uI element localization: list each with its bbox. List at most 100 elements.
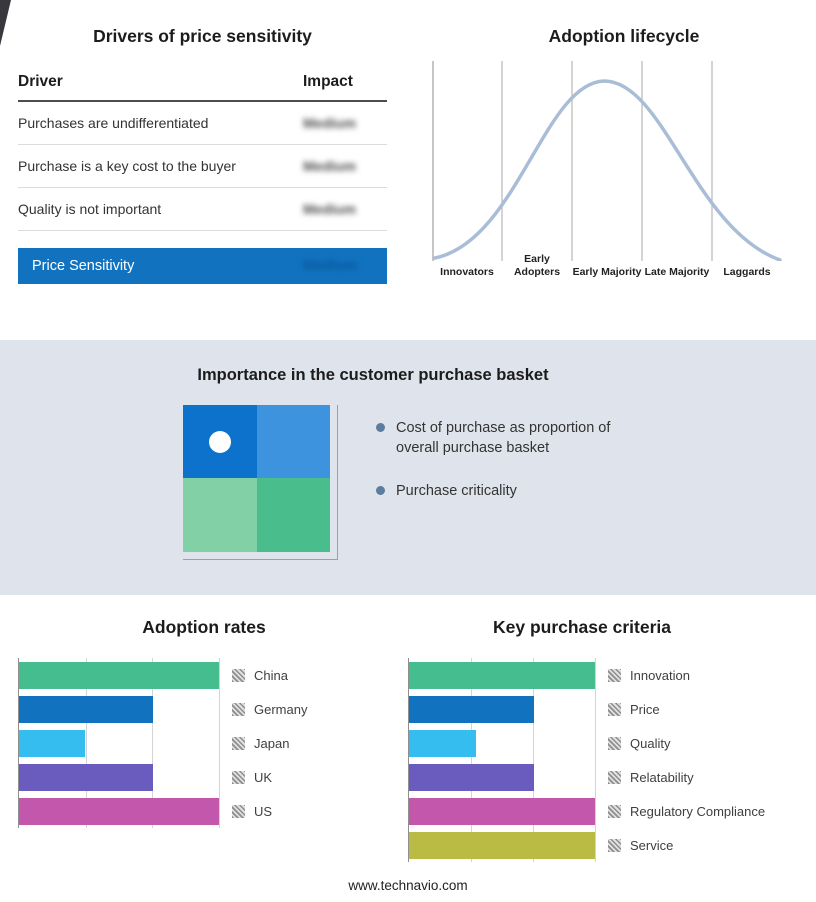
legend-swatch-icon [608,770,621,784]
bar-row [409,760,595,794]
key-purchase-criteria-legend: Innovation Price Quality Relatability [608,658,765,862]
price-sensitivity-label: Price Sensitivity [32,258,135,274]
bar-row [409,794,595,828]
stage-label: Early Adopters [513,253,561,279]
bar-relatability [409,763,534,791]
legend-label: Japan [254,735,290,751]
bar-row [409,692,595,726]
bar-germany [19,695,153,723]
bar-japan [19,729,85,757]
website-url: www.technavio.com [348,878,468,893]
top-section: Drivers of price sensitivity Driver Impa… [0,0,816,340]
driver-row: Purchase is a key cost to the buyer Medi… [18,145,387,188]
legend-swatch-icon [232,702,245,716]
legend-swatch-icon [608,702,621,716]
price-sensitivity-summary-bar: Price Sensitivity Medium [18,248,387,284]
impact-cell-redacted: Medium [303,201,356,217]
bullet-text: Cost of purchase as proportion of overal… [396,420,611,456]
legend-label: Innovation [630,667,690,683]
key-purchase-criteria-chart: Innovation Price Quality Relatability [408,658,816,862]
key-purchase-criteria-title: Key purchase criteria [492,617,671,637]
legend-label: UK [254,769,273,785]
impact-cell-redacted: Medium [303,158,356,174]
legend-item: Price [608,692,765,726]
driver-row: Purchases are undifferentiated Medium [18,102,387,145]
legend-label: Service [630,837,674,853]
legend-item: Quality [608,726,765,760]
stage-label: Late Majority [644,266,710,279]
bar-row [19,760,219,794]
legend-label: Quality [630,735,671,751]
bar-row [19,658,219,692]
bar-uk [19,763,153,791]
bar-quality [409,729,476,757]
drivers-title: Drivers of price sensitivity [93,26,312,46]
adoption-rates-plot [18,658,220,828]
bar-innovation [409,661,595,689]
bullet-item: Cost of purchase as proportion of overal… [376,419,648,458]
bar-row [409,658,595,692]
bottom-section: Adoption rates China [0,595,816,862]
bar-china [19,661,219,689]
bar-row [19,726,219,760]
quadrant-top-right [257,405,330,478]
stage-label: Early Majority [572,266,642,279]
basket-body: Cost of purchase as proportion of overal… [0,405,816,560]
bar-row [19,794,219,828]
driver-cell: Quality is not important [18,201,162,217]
quadrant-chart [183,405,330,552]
legend-label: Germany [254,701,308,717]
bell-curve-svg [432,61,782,261]
bullet-icon [376,423,385,432]
legend-item: US [232,794,307,828]
quadrant-axes [183,405,338,560]
bar-row [409,828,595,862]
lifecycle-stage-labels: Innovators Early Adopters Early Majority… [432,253,782,279]
legend-item: Relatability [608,760,765,794]
legend-label: China [254,667,288,683]
lifecycle-title: Adoption lifecycle [548,26,700,46]
legend-swatch-icon [232,668,245,682]
bar-us [19,797,219,825]
lifecycle-chart: Innovators Early Adopters Early Majority… [432,61,782,279]
gridline [470,658,472,862]
bar-row [19,692,219,726]
drivers-table: Driver Impact Purchases are undifferenti… [18,73,387,284]
basket-title: Importance in the customer purchase bask… [197,366,549,384]
adoption-rates-chart: China Germany Japan UK [0,658,408,828]
marker-dot-icon [209,430,231,453]
purchase-basket-section: Importance in the customer purchase bask… [0,340,816,595]
bullet-icon [376,486,385,496]
legend-label: Regulatory Compliance [630,803,766,819]
key-purchase-criteria-panel: Key purchase criteria Innovatio [408,603,816,862]
adoption-rates-legend: China Germany Japan UK [232,658,307,828]
key-purchase-criteria-plot [408,658,596,862]
quadrant-bottom-left [183,478,257,552]
legend-item: Japan [232,726,307,760]
bullet-text: Purchase criticality [396,483,517,500]
legend-item: Regulatory Compliance [608,794,765,828]
stage-label: Innovators [440,266,494,279]
adoption-rates-title: Adoption rates [142,617,266,637]
bell-curve-path [433,79,782,261]
legend-swatch-icon [608,838,621,852]
legend-item: Innovation [608,658,765,692]
legend-swatch-icon [232,736,245,750]
bullet-item: Purchase criticality [376,482,648,502]
driver-column-header: Driver [18,73,63,90]
gridline [595,658,596,862]
page-curl-decoration [0,0,11,46]
gridline [85,658,87,828]
legend-item: UK [232,760,307,794]
driver-cell: Purchases are undifferentiated [18,115,209,131]
lifecycle-panel: Adoption lifecycle Innovators Early Adop… [408,0,816,340]
legend-label: Relatability [630,769,694,785]
bar-row [409,726,595,760]
gridline [533,658,534,862]
drivers-table-header: Driver Impact [18,73,387,102]
legend-label: US [254,803,273,819]
legend-item: China [232,658,307,692]
quadrant-bottom-right [257,478,330,552]
driver-cell: Purchase is a key cost to the buyer [18,158,236,174]
